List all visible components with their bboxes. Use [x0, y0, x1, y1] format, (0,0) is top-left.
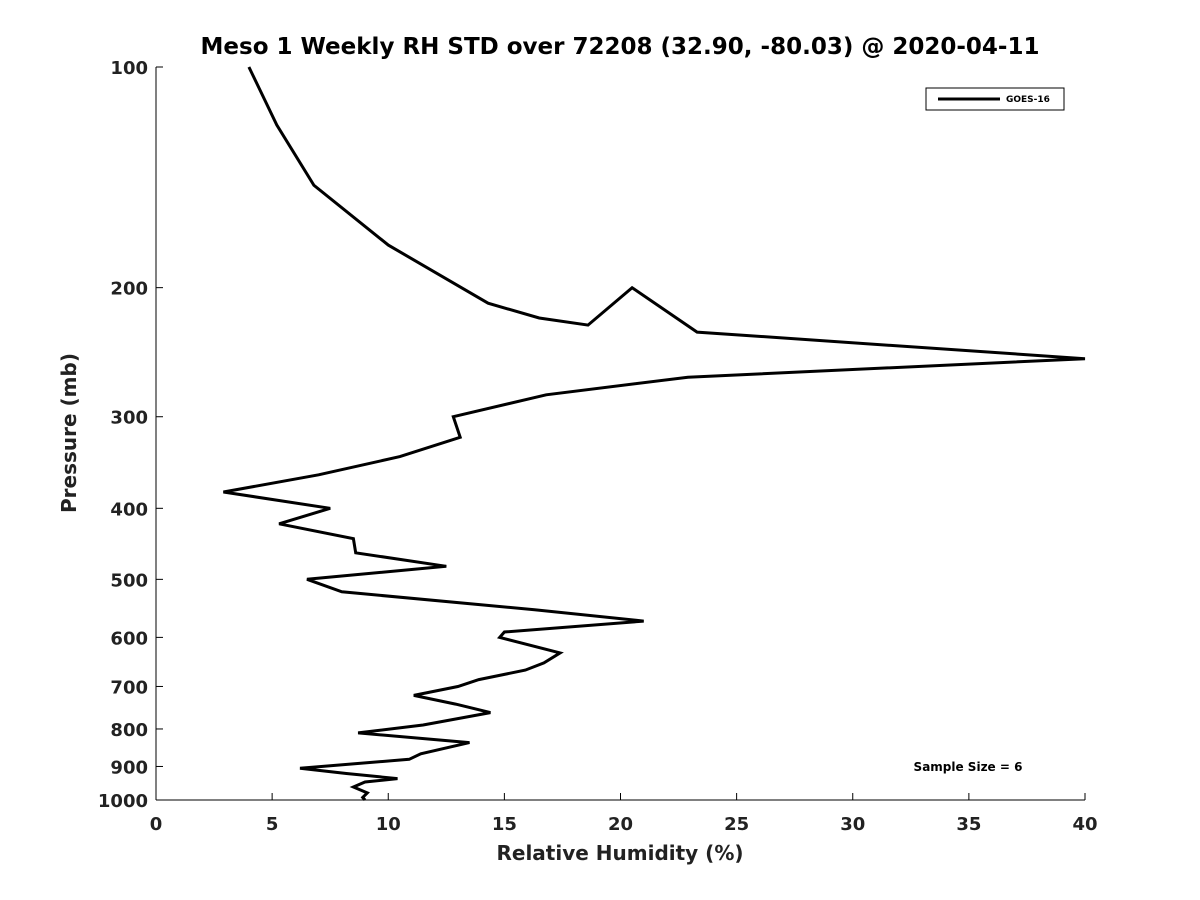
x-tick-label: 0	[150, 814, 163, 835]
x-tick-label: 35	[956, 814, 981, 835]
x-tick-label: 20	[608, 814, 633, 835]
x-tick-label: 15	[492, 814, 517, 835]
x-tick-label: 25	[724, 814, 749, 835]
y-tick-label: 600	[110, 628, 148, 649]
y-axis-label: Pressure (mb)	[57, 353, 81, 513]
x-tick-label: 10	[376, 814, 401, 835]
y-tick-label: 100	[110, 58, 148, 79]
x-tick-label: 30	[840, 814, 865, 835]
axes	[155, 67, 1085, 801]
x-tick-label: 5	[266, 814, 279, 835]
legend-label-goes-16: GOES-16	[1006, 95, 1050, 105]
y-tick-label: 400	[110, 499, 148, 520]
chart-title: Meso 1 Weekly RH STD over 72208 (32.90, …	[201, 34, 1040, 60]
legend: GOES-16	[925, 87, 1065, 111]
x-tick-label: 40	[1072, 814, 1097, 835]
y-tick-label: 500	[110, 570, 148, 591]
y-tick-label: 300	[110, 408, 148, 429]
series-line-goes-16	[223, 66, 1086, 801]
y-tick-label: 200	[110, 279, 148, 300]
y-tick-label: 800	[110, 720, 148, 741]
y-tick-label: 700	[110, 677, 148, 698]
y-ticks: 100 200 300 400 500 600 700 800 900 1000	[98, 58, 163, 812]
sample-size-annotation: Sample Size = 6	[914, 760, 1023, 774]
x-axis-label: Relative Humidity (%)	[496, 841, 743, 865]
y-tick-label: 1000	[98, 791, 148, 812]
series-layer	[223, 66, 1086, 801]
y-tick-label: 900	[110, 757, 148, 778]
x-ticks: 0 5 10 15 20 25 30 35 40	[150, 793, 1098, 835]
